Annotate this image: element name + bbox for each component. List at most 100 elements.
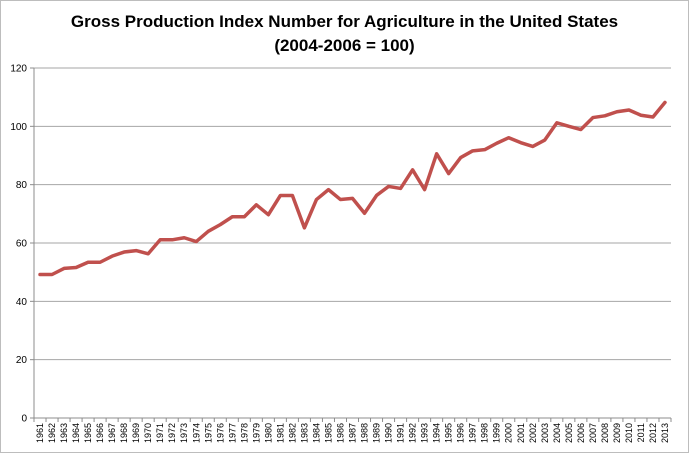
x-tick-label: 1974 [191,423,201,443]
x-tick-label: 1964 [71,423,81,443]
data-point [603,114,607,118]
x-tick-label: 1986 [335,423,345,443]
axes [30,67,672,422]
series-layer [38,100,667,277]
data-point [519,141,522,144]
data-point [471,149,474,153]
x-tick-label: 1970 [143,423,153,443]
x-tick-label: 1988 [360,423,370,443]
data-point [351,197,354,200]
y-tick-label: 120 [10,64,27,75]
x-tick-label: 1994 [432,423,442,443]
data-point [411,168,414,171]
x-tick-label: 2007 [588,423,598,443]
x-tick-label: 1975 [203,423,213,443]
data-point [507,136,510,139]
x-tick-label: 1977 [227,423,237,443]
data-point [38,273,42,276]
x-tick-label: 2009 [612,423,622,443]
x-tick-label: 2003 [540,423,550,443]
x-tick-label: 1966 [95,423,105,443]
x-tick-labels: 1961 1962 1963 1964 1965 1966 1967 1968 1969 1970… [35,423,670,443]
data-point [555,121,559,125]
data-point [183,236,186,239]
x-tick-label: 1963 [59,423,69,443]
data-point [231,215,234,218]
data-point [375,194,378,197]
x-tick-label: 2001 [516,423,526,443]
data-point [267,213,270,216]
x-tick-label: 2005 [564,423,574,443]
x-tick-label: 2000 [504,423,514,443]
x-tick-label: 1969 [131,423,141,443]
x-tick-label: 1987 [348,423,358,443]
chart-subtitle: (2004-2006 = 100) [274,36,415,55]
y-tick-labels: 0 20 40 60 80 100 120 [10,64,27,425]
data-point [531,145,534,148]
x-tick-label: 1993 [420,423,430,443]
x-tick-label: 2012 [648,423,658,443]
x-tick-label: 1998 [480,423,490,443]
data-point [134,249,138,252]
x-tick-label: 1996 [456,423,466,443]
y-tick-label: 0 [21,414,27,425]
data-point [110,254,114,258]
x-tick-label: 1999 [492,423,502,443]
x-tick-label: 1972 [167,423,177,443]
x-tick-label: 2006 [576,423,586,443]
data-point [315,198,318,201]
data-point [255,203,258,206]
y-tick-label: 100 [10,122,27,133]
y-tick-label: 60 [16,239,28,250]
x-tick-label: 2010 [624,423,634,443]
x-tick-label: 1962 [47,423,57,443]
data-point [399,187,402,190]
data-point [279,194,282,197]
x-tick-label: 1984 [311,423,321,443]
data-point [207,230,210,233]
data-point [651,115,655,119]
data-point [615,110,619,113]
gridlines [34,67,671,361]
data-point [627,108,631,112]
data-point [495,142,498,145]
data-point [291,194,294,197]
data-point [158,238,162,241]
data-point [146,252,150,255]
x-tick-label: 2002 [528,423,538,443]
x-tick-label: 1990 [384,423,394,443]
data-point [423,188,426,191]
x-tick-label: 1992 [408,423,418,443]
data-point [219,223,222,226]
data-point [171,238,174,241]
data-point [639,114,643,117]
x-tick-label: 1995 [444,423,454,443]
x-tick-label: 1967 [107,423,117,443]
x-tick-label: 2013 [660,423,670,443]
data-point [435,152,438,155]
x-tick-label: 1976 [215,423,225,443]
data-point [567,125,571,128]
data-point [339,198,342,201]
chart-title: Gross Production Index Number for Agricu… [70,12,619,31]
data-point [195,240,198,243]
data-point [663,101,667,104]
x-tick-label: 1968 [119,423,129,443]
x-tick-label: 2008 [600,423,610,443]
x-tick-label: 1978 [239,423,249,443]
data-point [74,266,78,269]
data-point [387,185,390,188]
y-tick-label: 20 [16,355,28,366]
data-point [579,128,583,131]
x-tick-label: 2011 [636,423,646,442]
x-tick-label: 1971 [155,423,165,443]
x-tick-label: 1979 [251,423,261,443]
x-tick-label: 1965 [83,423,93,443]
data-point [50,273,54,276]
data-point [591,116,595,119]
x-tick-label: 2004 [552,423,562,443]
data-point [447,172,450,175]
data-point [62,267,66,270]
